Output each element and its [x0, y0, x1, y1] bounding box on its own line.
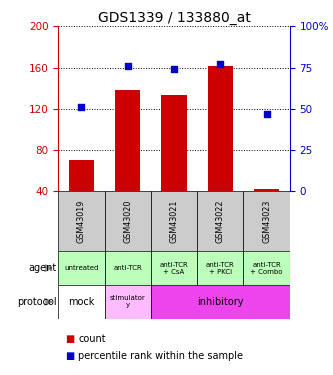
Bar [243, 251, 290, 285]
Text: inhibitory: inhibitory [197, 297, 243, 307]
Text: anti-TCR: anti-TCR [113, 265, 142, 271]
Bar [105, 191, 151, 251]
Bar [254, 189, 279, 191]
Point [79, 104, 84, 110]
Text: GSM43022: GSM43022 [216, 200, 225, 243]
Bar [197, 251, 243, 285]
Text: GSM43019: GSM43019 [77, 200, 86, 243]
Text: agent: agent [28, 263, 57, 273]
Point [125, 63, 131, 69]
Text: stimulator
y: stimulator y [110, 296, 146, 308]
Bar [58, 251, 105, 285]
Bar [115, 90, 141, 191]
Text: protocol: protocol [17, 297, 57, 307]
Text: anti-TCR
+ PKCi: anti-TCR + PKCi [206, 262, 235, 274]
Text: GSM43020: GSM43020 [123, 200, 132, 243]
Bar [197, 191, 243, 251]
Bar [69, 160, 94, 191]
Text: percentile rank within the sample: percentile rank within the sample [78, 351, 243, 361]
Bar [58, 285, 105, 319]
Bar [151, 191, 197, 251]
Bar [151, 285, 290, 319]
Point [218, 61, 223, 67]
Bar [105, 285, 151, 319]
Bar [243, 191, 290, 251]
Text: count: count [78, 334, 106, 344]
Title: GDS1339 / 133880_at: GDS1339 / 133880_at [98, 11, 250, 25]
Text: untreated: untreated [64, 265, 99, 271]
Bar [105, 251, 151, 285]
Text: anti-TCR
+ CsA: anti-TCR + CsA [160, 262, 188, 274]
Point [171, 66, 176, 72]
Point [264, 111, 269, 117]
Text: anti-TCR
+ Combo: anti-TCR + Combo [250, 262, 283, 274]
Text: ■: ■ [65, 334, 74, 344]
Bar [151, 251, 197, 285]
Text: GSM43021: GSM43021 [169, 200, 178, 243]
Bar [161, 95, 187, 191]
Text: mock: mock [68, 297, 95, 307]
Text: GSM43023: GSM43023 [262, 200, 271, 243]
Bar [58, 191, 105, 251]
Bar [207, 66, 233, 191]
Text: ■: ■ [65, 351, 74, 361]
